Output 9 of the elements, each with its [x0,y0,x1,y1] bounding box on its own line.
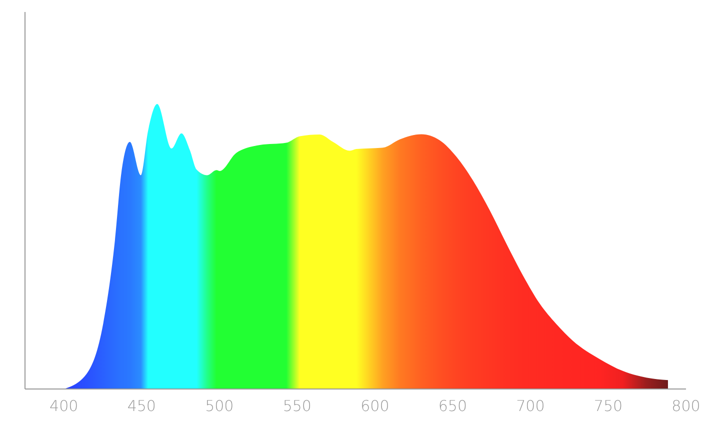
x-tick-label: 600 [360,397,390,415]
x-tick-label: 650 [438,397,468,415]
x-tick-label: 750 [594,397,623,415]
x-tick-label: 450 [127,397,156,415]
x-tick-label: 400 [50,397,78,415]
x-tick-label: 500 [205,397,234,415]
x-tick-label: 550 [282,397,312,415]
x-tick-label: 800 [672,397,700,415]
x-tick-label: 700 [516,397,545,415]
